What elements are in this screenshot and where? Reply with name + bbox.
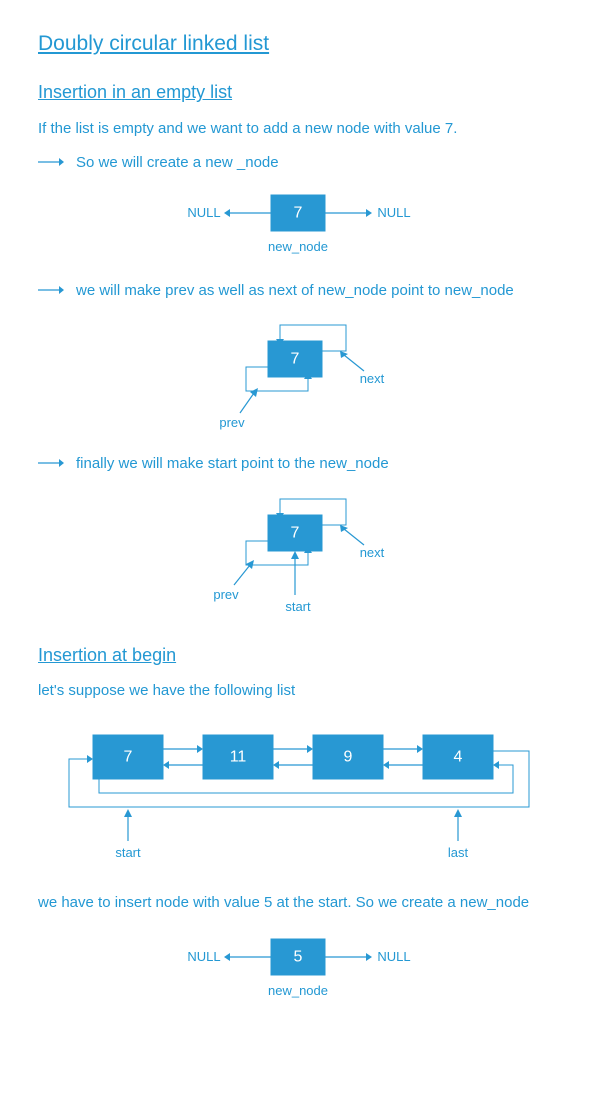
step-3-text: finally we will make start point to the … [76,454,557,474]
node-value: 7 [290,351,299,368]
start-label: start [285,599,311,614]
prev-label: prev [213,587,239,602]
section2-intro: let's suppose we have the following list [38,681,557,701]
bullet-arrow-icon [38,454,64,472]
prev-label: prev [219,415,245,430]
node-value: 7 [293,205,302,222]
list-node: 11 [203,735,273,779]
diagram-new-node-7: 7 NULL NULL new_node [38,183,557,263]
section2-para2: we have to insert node with value 5 at t… [38,893,557,913]
node-value: 5 [293,949,302,966]
bullet-arrow-icon [38,281,64,299]
svg-text:4: 4 [453,749,462,766]
step-2: we will make prev as well as next of new… [38,281,557,301]
null-right-label: NULL [377,205,410,220]
diagram-new-node-5: 5 NULL NULL new_node [38,927,557,1007]
null-left-label: NULL [187,949,220,964]
step-2-text: we will make prev as well as next of new… [76,281,557,301]
new-node-label: new_node [268,983,328,998]
diagram-circular-list: 7 11 9 4 start las [38,715,557,875]
diagram-self-loop-start: 7 next prev start [38,485,557,625]
null-right-label: NULL [377,949,410,964]
node-value: 7 [290,524,299,541]
svg-text:7: 7 [123,749,132,766]
last-label: last [447,845,468,860]
step-1: So we will create a new _node [38,153,557,173]
svg-text:11: 11 [229,749,246,766]
start-label: start [115,845,141,860]
section1-intro: If the list is empty and we want to add … [38,119,557,139]
page-title: Doubly circular linked list [38,30,557,58]
list-node: 4 [423,735,493,779]
list-node: 9 [313,735,383,779]
step-3: finally we will make start point to the … [38,454,557,474]
list-node: 7 [93,735,163,779]
svg-text:9: 9 [343,749,352,766]
diagram-self-loop: 7 next prev [38,311,557,436]
bullet-arrow-icon [38,153,64,171]
section2-heading: Insertion at begin [38,643,557,667]
section1-heading: Insertion in an empty list [38,80,557,104]
null-left-label: NULL [187,205,220,220]
next-label: next [359,545,384,560]
new-node-label: new_node [268,239,328,254]
next-label: next [359,371,384,386]
step-1-text: So we will create a new _node [76,153,557,173]
